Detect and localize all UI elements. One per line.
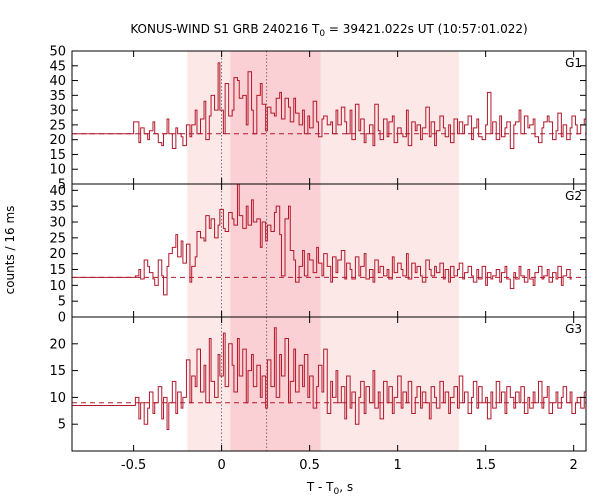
light-curve-g2 (72, 183, 572, 296)
y-tick-label: 25 (49, 118, 66, 133)
x-tick-label: 0 (217, 458, 225, 473)
y-tick-label: 20 (49, 247, 66, 262)
shaded-region-1 (187, 184, 459, 317)
x-tick-label: 1 (394, 458, 402, 473)
y-tick-label: 15 (49, 148, 66, 163)
y-tick-label: 10 (49, 163, 66, 178)
x-tick-label: 0.5 (299, 458, 320, 473)
shaded-region-2 (230, 51, 321, 184)
y-tick-label: 50 (49, 45, 66, 60)
y-tick-label: 15 (49, 263, 66, 278)
y-tick-label: 20 (49, 337, 66, 352)
y-tick-label: 5 (58, 418, 66, 433)
shaded-region-1 (187, 317, 459, 451)
shaded-region-2 (230, 317, 321, 451)
panel-label-g3: G3 (565, 322, 582, 336)
panel-label-g1: G1 (565, 56, 582, 70)
y-tick-label: 10 (49, 391, 66, 406)
light-curve-g1 (72, 62, 586, 150)
x-tick-label: 1.5 (475, 458, 496, 473)
shaded-region-1 (187, 51, 459, 184)
y-tick-label: 40 (49, 74, 66, 89)
x-tick-label: 2 (570, 458, 578, 473)
light-curve-g3 (72, 327, 586, 431)
x-tick-label: -0.5 (121, 458, 146, 473)
y-tick-label: 40 (49, 184, 66, 199)
y-tick-label: 45 (49, 59, 66, 74)
panel-label-g2: G2 (565, 189, 582, 203)
shaded-region-2 (230, 184, 321, 317)
panel-frame (71, 316, 587, 452)
y-tick-label: 35 (49, 89, 66, 104)
y-axis-label: counts / 16 ms (3, 206, 17, 295)
y-tick-label: 15 (49, 364, 66, 379)
y-tick-label: 35 (49, 200, 66, 215)
x-axis-label: T - T0, s (306, 480, 353, 497)
y-tick-label: 30 (49, 216, 66, 231)
y-tick-label: 25 (49, 231, 66, 246)
chart-title: KONUS-WIND S1 GRB 240216 T0 = 39421.022s… (130, 22, 527, 39)
y-tick-label: 5 (58, 295, 66, 310)
x-tick-labels: -0.5 0 0.5 1 1.5 2 (121, 458, 578, 473)
y-tick-label: 30 (49, 104, 66, 119)
y-tick-label: 0 (58, 311, 66, 326)
panel-g3: 5 10 15 20 G3 (49, 316, 587, 452)
y-tick-label: 10 (49, 279, 66, 294)
y-tick-label: 5 (58, 178, 66, 193)
y-tick-label: 20 (49, 133, 66, 148)
